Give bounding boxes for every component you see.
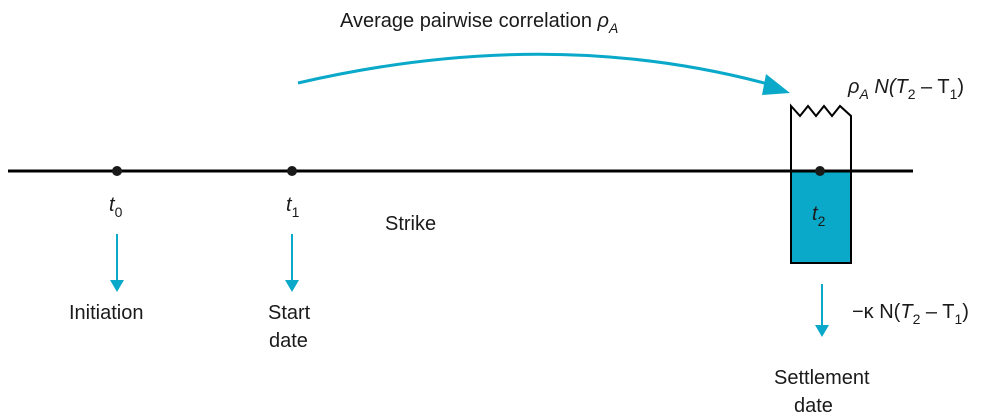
t0-label: t0 [109, 194, 123, 220]
correlation-arc-arrowhead [762, 74, 790, 95]
initiation-caption: Initiation [69, 302, 144, 324]
positive-payoff-formula: ρA N(T2 – T1) [847, 76, 964, 102]
strike-label: Strike [385, 213, 436, 235]
settlement-caption-line1: Settlement [774, 367, 870, 389]
positive-payoff-box [790, 103, 852, 171]
t0-point [112, 166, 122, 176]
correlation-label: Average pairwise correlation ρA [340, 10, 618, 36]
settlement-caption-line2: date [794, 395, 833, 417]
t0-down-arrow [110, 234, 124, 292]
t1-down-arrow [285, 234, 299, 292]
t2-label: t2 [812, 203, 826, 229]
t2-point [815, 166, 825, 176]
t1-label: t1 [286, 194, 300, 220]
negative-payoff-formula: −κ N(T2 – T1) [852, 301, 969, 327]
negative-payoff-box [790, 170, 852, 264]
correlation-arc-arrow [297, 52, 769, 86]
start-caption-line1: Start [268, 302, 311, 324]
start-caption-line2: date [269, 330, 308, 352]
t2-down-arrow [815, 284, 829, 337]
t1-point [287, 166, 297, 176]
